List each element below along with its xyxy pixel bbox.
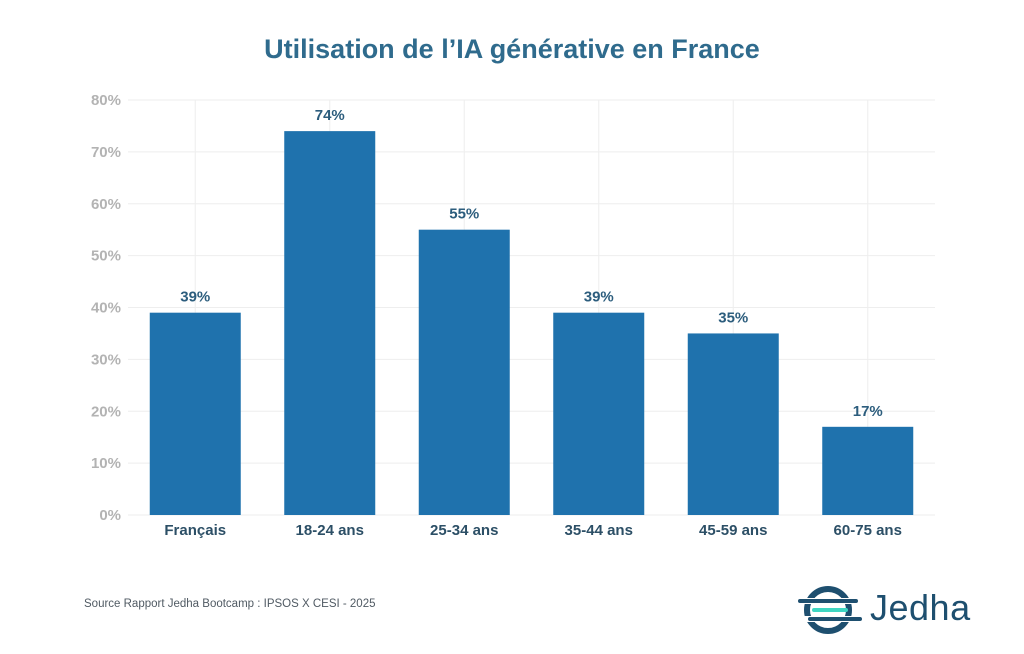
- y-tick-label: 60%: [91, 196, 121, 213]
- x-tick-label: 35-44 ans: [565, 522, 633, 539]
- y-tick-label: 50%: [91, 248, 121, 265]
- x-tick-label: Français: [164, 522, 226, 539]
- y-tick-label: 70%: [91, 144, 121, 161]
- data-label: 35%: [718, 309, 748, 326]
- data-label: 17%: [853, 403, 883, 420]
- x-tick-label: 18-24 ans: [296, 522, 364, 539]
- bar: [149, 312, 241, 515]
- x-tick-label: 60-75 ans: [834, 522, 902, 539]
- chart-title: Utilisation de l’IA générative en France: [264, 34, 760, 64]
- data-label: 74%: [315, 107, 345, 124]
- bar: [284, 131, 376, 515]
- x-tick-label: 25-34 ans: [430, 522, 498, 539]
- brand-logo[interactable]: Jedha: [796, 584, 970, 640]
- source-note: Source Rapport Jedha Bootcamp : IPSOS X …: [84, 598, 376, 610]
- y-tick-label: 0%: [99, 507, 121, 524]
- jedha-logo-icon: [798, 586, 862, 634]
- data-label: 39%: [584, 289, 614, 306]
- data-label: 39%: [180, 289, 210, 306]
- y-tick-label: 30%: [91, 351, 121, 368]
- y-tick-label: 40%: [91, 300, 121, 317]
- y-tick-label: 10%: [91, 455, 121, 472]
- y-tick-label: 20%: [91, 403, 121, 420]
- bar: [687, 333, 779, 515]
- bar: [418, 229, 510, 515]
- brand-name: Jedha: [870, 587, 971, 628]
- label-layer: 0% 10% 20% 30% 40% 50% 60% 70% 80% 39% Français 74%…: [91, 92, 902, 539]
- bar: [553, 312, 645, 515]
- y-tick-label: 80%: [91, 92, 121, 109]
- bar-layer: [149, 131, 914, 515]
- bar: [822, 426, 914, 515]
- data-label: 55%: [449, 206, 479, 223]
- x-tick-label: 45-59 ans: [699, 522, 767, 539]
- grid-layer: [128, 99, 935, 516]
